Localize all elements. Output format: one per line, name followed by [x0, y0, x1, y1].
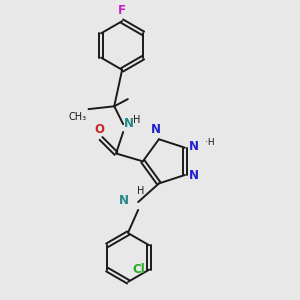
Text: CH₃: CH₃ [68, 112, 86, 122]
Text: H: H [133, 115, 141, 125]
Text: ·H: ·H [205, 138, 214, 147]
Text: N: N [189, 140, 199, 154]
Text: O: O [94, 123, 104, 136]
Text: N: N [189, 169, 199, 182]
Text: F: F [118, 4, 126, 17]
Text: N: N [119, 194, 129, 207]
Text: N: N [124, 117, 134, 130]
Text: Cl: Cl [132, 263, 145, 276]
Text: H: H [137, 186, 145, 196]
Text: N: N [151, 123, 161, 136]
